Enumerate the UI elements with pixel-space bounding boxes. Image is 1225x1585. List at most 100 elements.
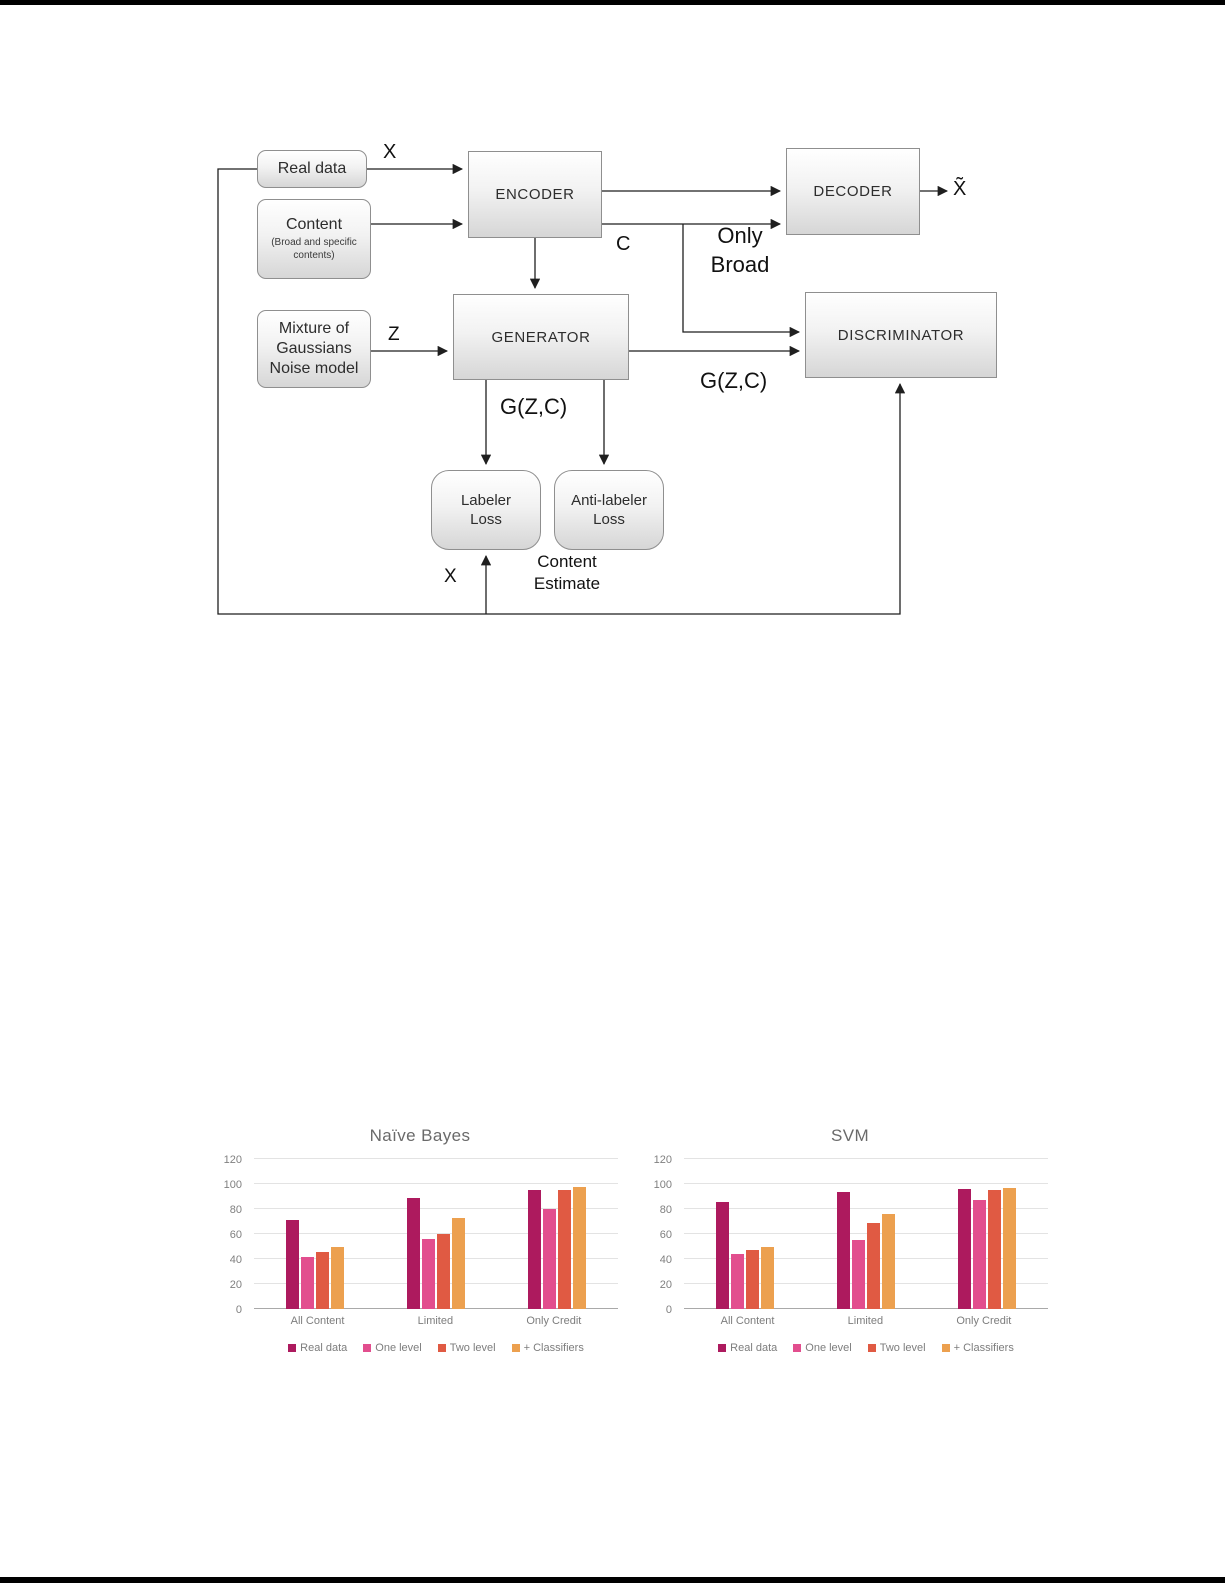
y-axis-tick: 60 bbox=[659, 1229, 672, 1241]
legend-swatch bbox=[437, 1344, 446, 1352]
page-bottom-border bbox=[0, 1577, 1225, 1583]
bar-group bbox=[836, 1191, 895, 1309]
bar-group bbox=[285, 1220, 344, 1309]
svm-chart: SVM 0 20 40 60 80 100 120 All Content Limited On… bbox=[652, 1126, 1048, 1354]
legend-label: Real data bbox=[300, 1342, 348, 1354]
legend-label: + Classifiers bbox=[953, 1342, 1014, 1354]
discriminator-label: DISCRIMINATOR bbox=[837, 326, 965, 344]
legend-swatch bbox=[793, 1344, 802, 1352]
legend-swatch bbox=[941, 1344, 950, 1352]
y-axis-tick: 120 bbox=[223, 1154, 242, 1166]
gridline bbox=[684, 1258, 1048, 1259]
bar bbox=[745, 1250, 759, 1309]
legend-label: + Classifiers bbox=[523, 1342, 584, 1354]
gridline bbox=[254, 1158, 618, 1159]
only-broad-label: Only Broad bbox=[710, 223, 770, 277]
content-subtitle: (Broad and specific contents) bbox=[271, 237, 357, 261]
x-input-label: X bbox=[383, 141, 397, 163]
x-tilde-output-label: X̃ bbox=[953, 178, 967, 200]
chart-title: Naïve Bayes bbox=[369, 1126, 471, 1145]
legend-label: Real data bbox=[730, 1342, 778, 1354]
bar bbox=[851, 1240, 865, 1309]
y-axis-tick: 120 bbox=[653, 1154, 672, 1166]
bar bbox=[543, 1209, 557, 1309]
labeler-loss-label: Labeler Loss bbox=[460, 491, 512, 529]
bar bbox=[573, 1186, 587, 1309]
legend-item: One level bbox=[793, 1342, 852, 1354]
bar bbox=[730, 1254, 744, 1309]
discriminator-box: DISCRIMINATOR bbox=[805, 292, 997, 378]
bar bbox=[528, 1190, 542, 1309]
bar-group bbox=[715, 1201, 774, 1309]
y-axis: 0 20 40 60 80 100 120 bbox=[218, 1154, 248, 1316]
bar bbox=[1003, 1187, 1017, 1309]
gridline bbox=[254, 1233, 618, 1234]
gzc-discriminator-label: G(Z,C) bbox=[700, 368, 768, 393]
bar bbox=[315, 1251, 329, 1309]
gridline bbox=[254, 1208, 618, 1209]
encoder-box: ENCODER bbox=[468, 151, 602, 238]
gridline bbox=[254, 1183, 618, 1184]
bar bbox=[285, 1220, 299, 1309]
decoder-label: DECODER bbox=[813, 183, 893, 200]
legend-item: + Classifiers bbox=[511, 1342, 584, 1354]
chart-legend: Real data One level Two level + Classifiers bbox=[684, 1342, 1048, 1354]
y-axis: 0 20 40 60 80 100 120 bbox=[648, 1154, 678, 1316]
x-feedback-label: X bbox=[444, 566, 457, 587]
anti-labeler-loss-label: Anti-labeler Loss bbox=[571, 491, 647, 529]
y-axis-tick: 60 bbox=[229, 1229, 242, 1241]
bar bbox=[988, 1190, 1002, 1309]
bar-group bbox=[406, 1197, 465, 1309]
noise-model-label: Mixture of Gaussians Noise model bbox=[269, 320, 359, 377]
legend-swatch bbox=[718, 1344, 727, 1352]
bar bbox=[836, 1191, 850, 1309]
legend-item: One level bbox=[363, 1342, 422, 1354]
x-axis-label: All Content bbox=[720, 1315, 775, 1327]
bar bbox=[973, 1200, 987, 1309]
bar bbox=[421, 1239, 435, 1309]
gridline bbox=[684, 1158, 1048, 1159]
y-axis-tick: 80 bbox=[229, 1204, 242, 1216]
gridline bbox=[684, 1233, 1048, 1234]
bar bbox=[881, 1214, 895, 1309]
content-estimate-label: Content Estimate bbox=[533, 552, 601, 594]
y-axis-tick: 80 bbox=[659, 1204, 672, 1216]
bar-group bbox=[528, 1186, 587, 1309]
legend-item: + Classifiers bbox=[941, 1342, 1014, 1354]
legend-swatch bbox=[363, 1344, 372, 1352]
x-axis-label: Limited bbox=[847, 1315, 884, 1327]
chart-legend: Real data One level Two level + Classifiers bbox=[254, 1342, 618, 1354]
bar bbox=[760, 1246, 774, 1309]
legend-label: Two level bbox=[449, 1342, 496, 1354]
chart-title: SVM bbox=[830, 1126, 870, 1145]
x-axis-label: Limited bbox=[417, 1315, 454, 1327]
c-label: C bbox=[616, 233, 631, 255]
y-axis-tick: 0 bbox=[235, 1304, 242, 1316]
bar bbox=[558, 1190, 572, 1309]
decoder-box: DECODER bbox=[786, 148, 920, 235]
page-top-border bbox=[0, 0, 1225, 5]
bar bbox=[436, 1234, 450, 1309]
gridline bbox=[254, 1283, 618, 1284]
anti-labeler-loss-box: Anti-labeler Loss bbox=[554, 470, 664, 550]
gridline bbox=[254, 1308, 618, 1309]
real-data-label: Real data bbox=[277, 160, 347, 177]
x-axis-label: Only Credit bbox=[526, 1315, 582, 1327]
labeler-loss-box: Labeler Loss bbox=[431, 470, 541, 550]
bar-group bbox=[958, 1187, 1017, 1309]
legend-item: Real data bbox=[718, 1342, 777, 1354]
gridline bbox=[684, 1283, 1048, 1284]
legend-label: Two level bbox=[879, 1342, 926, 1354]
generator-label: GENERATOR bbox=[491, 328, 591, 346]
z-label: Z bbox=[388, 324, 400, 345]
bars bbox=[684, 1159, 1048, 1309]
bar bbox=[451, 1217, 465, 1309]
plot-area: 0 20 40 60 80 100 120 bbox=[654, 1154, 1048, 1316]
bar bbox=[866, 1222, 880, 1309]
content-title: Content bbox=[285, 216, 343, 233]
legend-item: Two level bbox=[437, 1342, 496, 1354]
gridline bbox=[684, 1308, 1048, 1309]
plot-area: 0 20 40 60 80 100 120 bbox=[224, 1154, 618, 1316]
gzc-losses-label: G(Z,C) bbox=[500, 394, 568, 419]
